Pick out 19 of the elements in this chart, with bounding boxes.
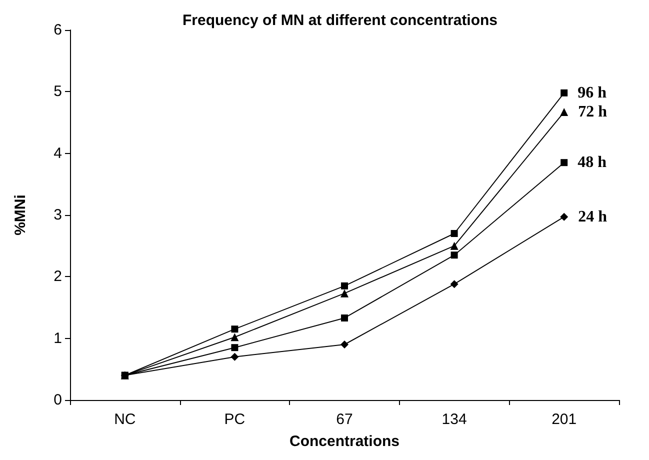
y-tick-label: 6 [54, 22, 62, 38]
x-tick-label: PC [224, 411, 246, 428]
series-label: 96 h [578, 84, 607, 102]
y-tick-label: 3 [54, 206, 62, 224]
y-tick-label: 1 [54, 330, 62, 347]
x-axis-title: Concentrations [289, 433, 400, 450]
y-tick-label: 4 [54, 144, 62, 162]
x-tick-label: 67 [336, 411, 353, 428]
series-label: 24 h [578, 208, 608, 226]
series-label: 72 h [578, 104, 608, 121]
x-tick-label: NC [114, 411, 136, 428]
y-tick-label: 2 [54, 268, 62, 286]
y-tick-label: 5 [54, 83, 62, 100]
chart-title: Frequency of MN at different concentrations [182, 12, 498, 29]
y-axis-title: %MNi [12, 194, 29, 236]
y-tick-label: 0 [54, 392, 62, 408]
series-label: 48 h [578, 154, 607, 172]
x-tick-label: 134 [442, 411, 467, 428]
x-tick-label: 201 [552, 411, 577, 428]
